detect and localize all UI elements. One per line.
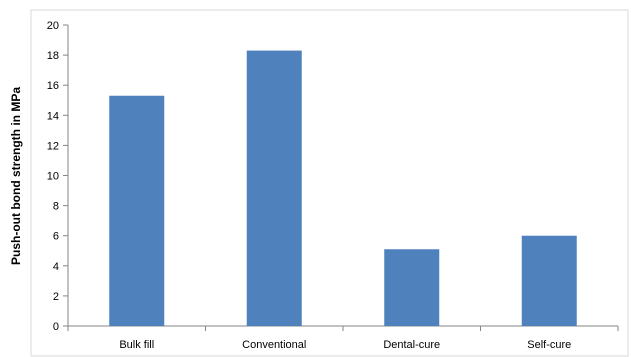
y-tick-label: 18 [47,50,59,62]
y-tick-label: 16 [47,80,59,92]
y-tick-label: 4 [53,261,59,273]
y-tick-label: 0 [53,321,59,333]
y-tick-label: 10 [47,171,59,183]
bar-bulk-fill [109,95,165,326]
y-tick-label: 6 [53,231,59,243]
x-category-label: Self-cure [527,339,571,351]
y-tick-label: 2 [53,291,59,303]
y-axis-title: Push-out bond strength in MPa [9,87,23,265]
bar-dental-cure [384,249,440,326]
bars [109,50,577,327]
x-category-label: Conventional [242,339,306,351]
y-tick-label: 20 [47,20,59,32]
labels: 0 2 4 6 8 10 12 14 16 18 20 Bulk fill Conventional De… [47,20,572,351]
y-tick-label: 12 [47,140,59,152]
y-axis-title-group: Push-out bond strength in MPa [9,87,23,265]
bar-self-cure [521,235,577,326]
y-tick-label: 14 [47,110,59,122]
bar-conventional [246,50,302,327]
x-category-label: Dental-cure [383,339,440,351]
x-category-label: Bulk fill [119,339,154,351]
y-tick-label: 8 [53,201,59,213]
